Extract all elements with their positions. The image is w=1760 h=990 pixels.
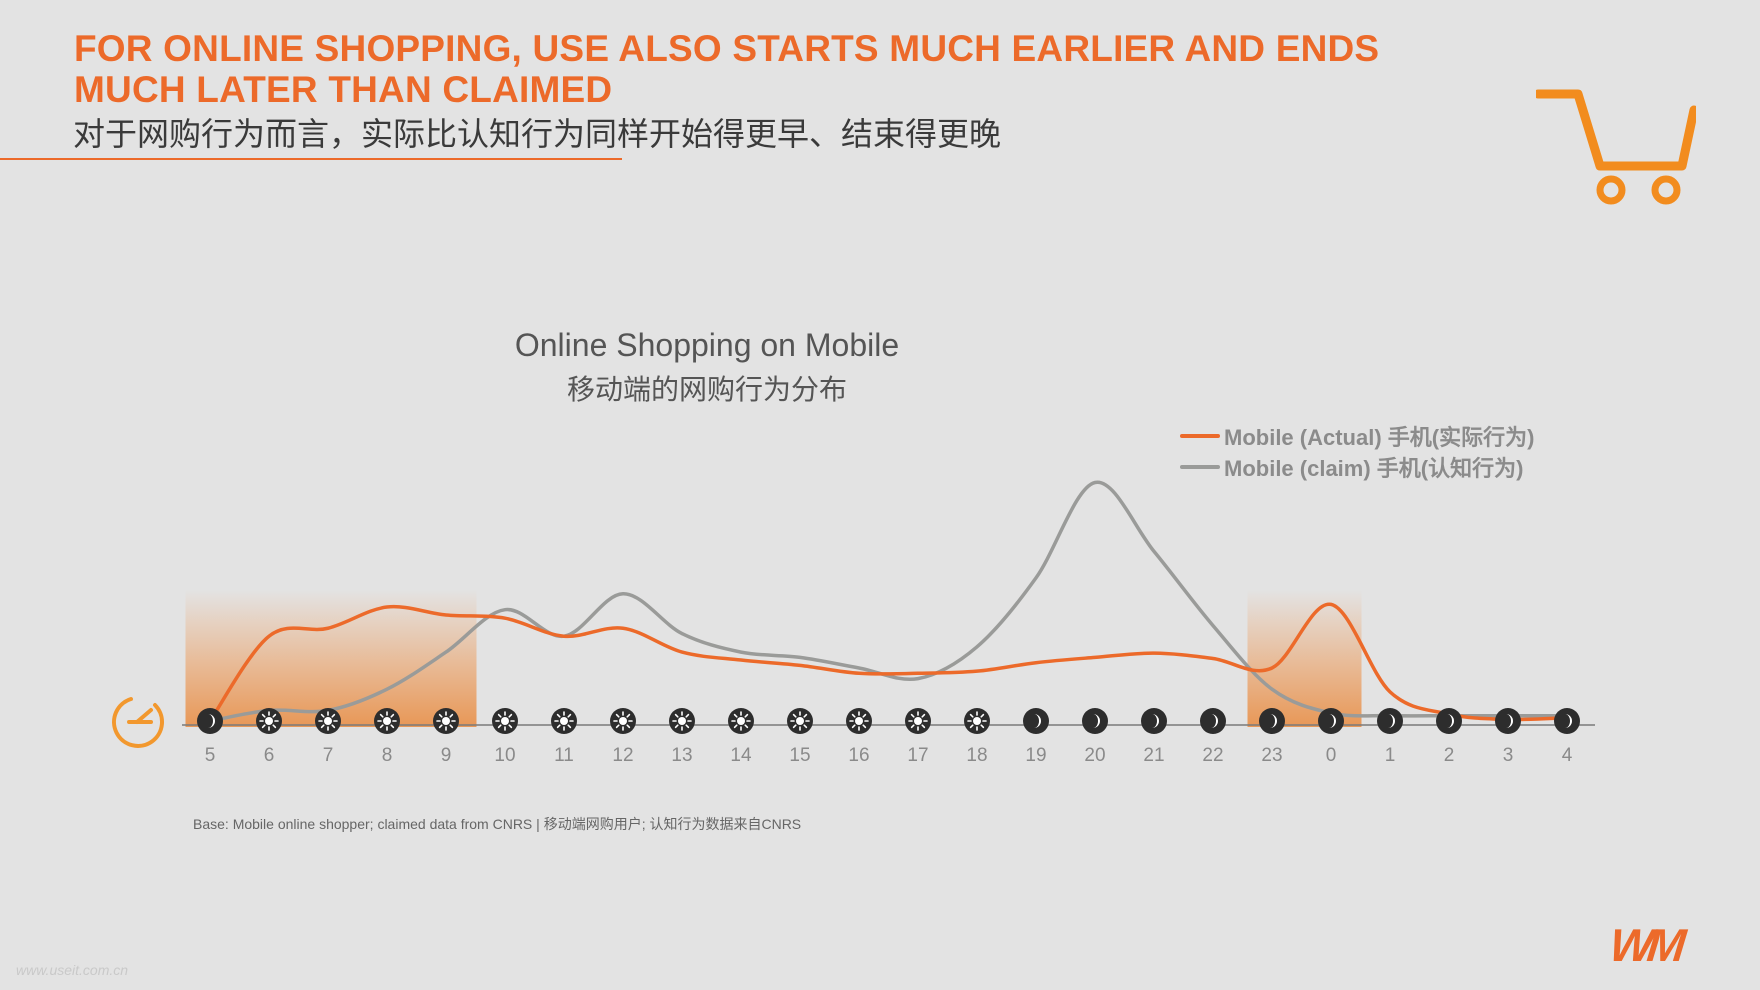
title-underline [0, 158, 622, 160]
x-tick-label: 1 [1385, 745, 1396, 766]
sun-icon [436, 711, 456, 731]
tick-marker-5 [197, 708, 223, 734]
sun-icon [908, 711, 928, 731]
tick-marker-1 [1377, 708, 1403, 734]
x-tick-label: 4 [1562, 745, 1573, 766]
x-tick-label: 3 [1503, 745, 1514, 766]
x-tick-label: 22 [1202, 745, 1223, 766]
tick-marker-13 [669, 708, 695, 734]
highlight-range-0 [185, 590, 477, 727]
tick-marker-0 [1318, 708, 1344, 734]
tick-marker-20 [1082, 708, 1108, 734]
tick-marker-3 [1495, 708, 1521, 734]
tick-marker-23 [1259, 708, 1285, 734]
sun-icon [849, 711, 869, 731]
tick-marker-11 [551, 708, 577, 734]
moon-icon [208, 714, 215, 728]
x-tick-label: 0 [1326, 745, 1337, 766]
tick-marker-22 [1200, 708, 1226, 734]
x-tick-label: 8 [382, 745, 393, 766]
moon-icon [1270, 714, 1277, 728]
legend-item-actual: Mobile (Actual) 手机(实际行为) [1180, 420, 1534, 451]
sun-icon [554, 711, 574, 731]
x-tick-label: 11 [554, 745, 574, 766]
moon-icon [1388, 714, 1395, 728]
moon-icon [1093, 714, 1100, 728]
x-tick-label: 13 [671, 745, 692, 766]
moon-icon [1506, 714, 1513, 728]
tick-marker-21 [1141, 708, 1167, 734]
shopping-cart-icon [1536, 89, 1696, 205]
tick-marker-19 [1023, 708, 1049, 734]
subheadline: 对于网购行为而言，实际比认知行为同样开始得更早、结束得更晚 [73, 116, 1002, 152]
x-tick-label: 14 [730, 745, 752, 766]
series-line-actual [208, 602, 1569, 723]
legend-label-claim: Mobile (claim) 手机(认知行为) [1224, 455, 1524, 481]
x-tick-label: 20 [1084, 745, 1105, 766]
legend-swatch-actual [1180, 433, 1220, 438]
tick-marker-10 [492, 708, 518, 734]
tick-marker-18 [964, 708, 990, 734]
x-tick-label: 17 [907, 745, 928, 766]
tick-marker-14 [728, 708, 754, 734]
headline: FOR ONLINE SHOPPING, USE ALSO STARTS MUC… [74, 28, 1380, 110]
x-tick-label: 7 [323, 745, 334, 766]
x-tick-label: 12 [612, 745, 633, 766]
legend-label-actual: Mobile (Actual) 手机(实际行为) [1224, 424, 1535, 450]
tick-marker-12 [610, 708, 636, 734]
chart-title: Online Shopping on Mobile [514, 327, 900, 363]
tick-marker-6 [256, 708, 282, 734]
x-tick-label: 23 [1261, 745, 1282, 766]
sun-icon [377, 711, 397, 731]
moon-icon [1447, 714, 1454, 728]
tick-marker-15 [787, 708, 813, 734]
moon-icon [1034, 714, 1041, 728]
sun-icon [495, 711, 515, 731]
sun-icon [613, 711, 633, 731]
x-tick-label: 2 [1444, 745, 1455, 766]
sun-icon [967, 711, 987, 731]
tick-marker-4 [1554, 708, 1580, 734]
sun-icon [259, 711, 279, 731]
tick-marker-7 [315, 708, 341, 734]
x-tick-label: 18 [966, 745, 987, 766]
tick-marker-8 [374, 708, 400, 734]
sun-icon [731, 711, 751, 731]
legend-item-claim: Mobile (claim) 手机(认知行为) [1180, 451, 1534, 482]
x-tick-label: 16 [848, 745, 869, 766]
chart-legend: Mobile (Actual) 手机(实际行为) Mobile (claim) … [1180, 420, 1534, 482]
watermark: www.useit.com.cn [16, 962, 129, 978]
moon-icon [1211, 714, 1218, 728]
moon-icon [1152, 714, 1159, 728]
sun-icon [318, 711, 338, 731]
brand-logo: WM [1607, 919, 1683, 971]
footnote: Base: Mobile online shopper; claimed dat… [193, 816, 802, 832]
tick-marker-16 [846, 708, 872, 734]
sun-icon [790, 711, 810, 731]
chart-subtitle: 移动端的网购行为分布 [566, 374, 847, 405]
x-tick-label: 5 [205, 745, 216, 766]
x-tick-label: 10 [494, 745, 515, 766]
moon-icon [1565, 714, 1572, 728]
tick-marker-17 [905, 708, 931, 734]
tick-marker-2 [1436, 708, 1462, 734]
x-tick-label: 19 [1025, 745, 1046, 766]
legend-swatch-claim [1180, 464, 1220, 469]
x-tick-label: 21 [1143, 745, 1164, 766]
x-tick-label: 15 [789, 745, 810, 766]
moon-icon [1329, 714, 1336, 728]
tick-marker-9 [433, 708, 459, 734]
clock-icon [112, 697, 164, 748]
sun-icon [672, 711, 692, 731]
x-tick-label: 6 [264, 745, 275, 766]
x-tick-label: 9 [441, 745, 452, 766]
